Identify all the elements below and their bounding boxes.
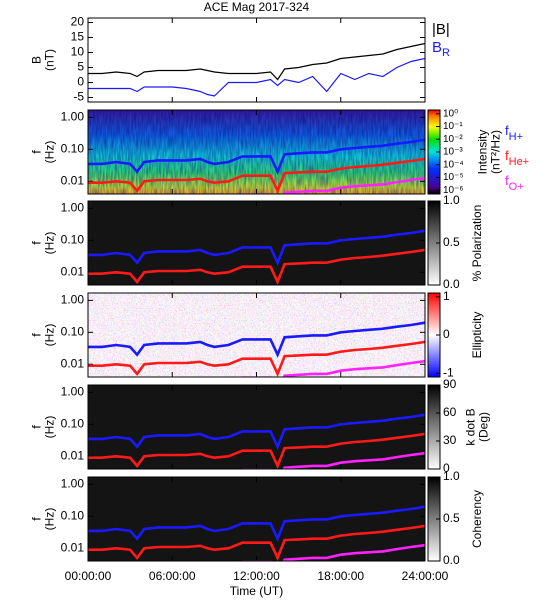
y-tick-label: 15 [71, 30, 85, 44]
axis-label: Ellipticity [470, 312, 484, 359]
axis-label: f(Hz) [30, 232, 57, 255]
plot-frame [87, 292, 426, 378]
y-tick-label: 0.01 [61, 540, 85, 554]
series-line [88, 524, 425, 561]
colorbar-tick-label: 1.0 [443, 469, 460, 483]
colorbar-tick-label: 1.0 [443, 193, 460, 207]
y-tick-label: 1.00 [61, 477, 85, 491]
axis-label: f(Hz) [30, 324, 57, 347]
y-tick-label: 0.01 [61, 264, 85, 278]
spectrogram-texture [88, 110, 425, 194]
plot-frame [87, 17, 426, 103]
axis-label: k dot B(Deg) [464, 408, 491, 445]
y-tick-label: 0.01 [61, 448, 85, 462]
series-line [240, 359, 425, 377]
spectrogram-texture [88, 201, 425, 285]
y-tick-label: 0.10 [61, 141, 85, 155]
colorbar-tick-label: 10⁻² [443, 134, 463, 145]
series-line [88, 340, 425, 377]
colorbar-tick-label: 0.5 [443, 235, 460, 249]
colorbar-tick-label: 10⁻³ [443, 147, 463, 158]
series-line [240, 451, 425, 469]
axis-label: f(Hz) [30, 416, 57, 439]
spectrogram [88, 293, 425, 377]
legend-entry: fH+ [505, 123, 523, 142]
series-line [88, 57, 425, 97]
colorbar-tick-label: 10⁻⁶ [443, 185, 464, 196]
colorbar-tick-label: 0 [443, 461, 450, 475]
plot-frame [87, 200, 426, 286]
colorbar-tick-label: 10⁻⁴ [443, 159, 464, 170]
y-tick-label: 1.00 [61, 385, 85, 399]
colorbar-tick-label: 0.5 [443, 511, 460, 525]
y-tick-label: 1.00 [61, 110, 85, 124]
lines [88, 229, 425, 285]
lines [88, 42, 425, 97]
series-line [88, 413, 425, 450]
y-tick-label: 0.01 [61, 356, 85, 370]
colorbar-tick-label: 10⁰ [443, 108, 458, 119]
colorbar-tick-label: 0.0 [443, 553, 460, 567]
plot-frame [87, 476, 426, 562]
y-tick-label: 1.00 [61, 201, 85, 215]
y-tick-label: 0.10 [61, 324, 85, 338]
axis-label: Intensity(nT²/Hz) [476, 130, 503, 175]
colorbar-tick-label: 10⁻⁵ [443, 172, 464, 183]
legend-entry: BR [432, 39, 450, 59]
chart-title: ACE Mag 2017-324 [204, 0, 310, 14]
axis-label: f(Hz) [30, 508, 57, 531]
y-tick-label: 0.10 [61, 508, 85, 522]
lines [88, 138, 425, 194]
legend-entry: fHe+ [505, 148, 529, 167]
colorbar-tick-label: 60 [443, 405, 457, 419]
colorbar-tick-label: 1 [443, 289, 450, 303]
colorbar-tick-label: 0.0 [443, 277, 460, 291]
y-tick-label: 5 [77, 60, 84, 74]
lines [88, 413, 425, 469]
legend-entry: |B| [432, 21, 450, 38]
y-tick-label: 0.10 [61, 416, 85, 430]
series-line [88, 321, 425, 358]
colorbar-tick-label: 30 [443, 433, 457, 447]
axis-label: Coherency [470, 490, 484, 548]
plot-frame [87, 384, 426, 470]
lines [88, 505, 425, 561]
x-axis-label: Time (UT) [230, 584, 284, 598]
axis-label: B(nT) [30, 49, 57, 71]
x-tick-label: 24:00:00 [402, 569, 449, 583]
y-tick-label: 20 [71, 15, 85, 29]
x-tick-label: 00:00:00 [65, 569, 112, 583]
series-line [88, 157, 425, 194]
lines [88, 321, 425, 377]
y-tick-label: 0 [77, 75, 84, 89]
y-tick-label: 10 [71, 45, 85, 59]
colorbar-tick-label: 0 [443, 327, 450, 341]
legend-entry: fO+ [505, 173, 524, 192]
y-tick-label: 0.01 [61, 173, 85, 187]
series-line [88, 432, 425, 469]
axis-label: f(Hz) [30, 141, 57, 164]
spectrogram-texture [88, 477, 425, 561]
colorbar-tick-label: 90 [443, 377, 457, 391]
colorbar-tick-label: -1 [443, 365, 454, 379]
y-tick-label: 1.00 [61, 293, 85, 307]
series-line [240, 176, 425, 194]
series-line [88, 229, 425, 266]
plot-frame [87, 109, 426, 195]
x-tick-label: 06:00:00 [149, 569, 196, 583]
series-line [88, 505, 425, 542]
spectrogram-texture [88, 385, 425, 469]
x-tick-label: 12:00:00 [233, 569, 280, 583]
axis-label: % Polarization [470, 205, 484, 282]
colorbar [427, 384, 441, 470]
series-line [88, 138, 425, 175]
y-tick-label: 0.10 [61, 232, 85, 246]
colorbar-tick-label: 10⁻¹ [443, 121, 463, 132]
series-line [88, 42, 425, 81]
series-line [88, 248, 425, 285]
x-tick-label: 18:00:00 [317, 569, 364, 583]
series-line [240, 543, 425, 561]
y-tick-label: -5 [73, 90, 84, 104]
